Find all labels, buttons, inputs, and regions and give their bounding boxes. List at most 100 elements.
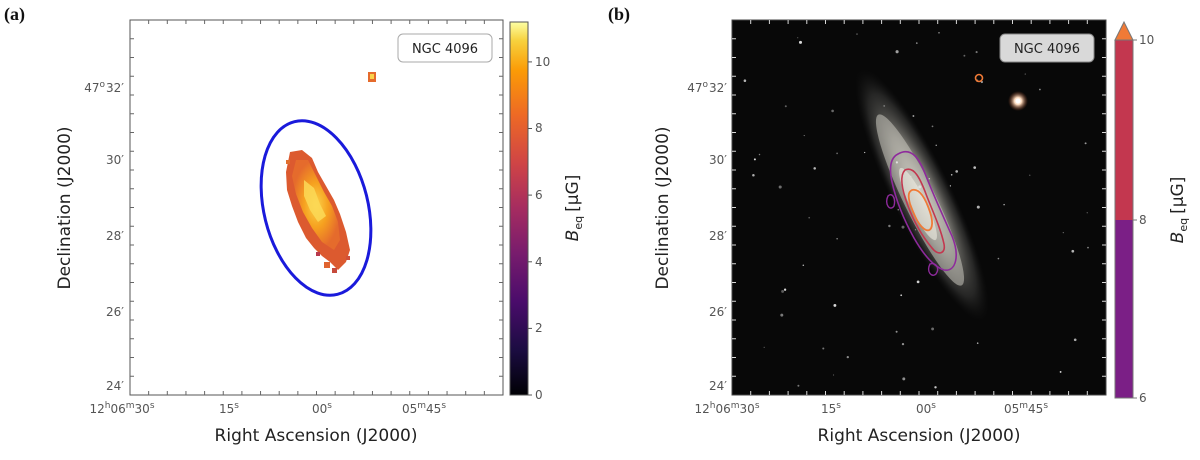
panel-b-x-ticks: 12h06m30s 15s 00s 05m45s: [694, 401, 1048, 416]
bfield-map: [286, 72, 376, 273]
panel-label-b: (b): [608, 4, 630, 25]
x-tick-a-1: 15s: [219, 401, 239, 416]
bfield-contours: [885, 151, 957, 276]
field-star: [888, 224, 891, 228]
field-star: [752, 174, 755, 177]
field-star: [780, 313, 784, 317]
region-ellipse: [259, 119, 373, 297]
panel-a-y-ticks: 47o32′ 30′ 28′ 26′ 24′: [84, 80, 124, 393]
x-tick-b-1: 15s: [821, 401, 841, 416]
field-star: [813, 167, 816, 170]
colorbar-b-level-8-10: [1115, 40, 1133, 220]
field-star: [928, 178, 930, 180]
panel-label-a: (a): [4, 4, 25, 25]
field-star: [918, 185, 922, 189]
field-star: [912, 115, 915, 117]
field-star: [1003, 203, 1005, 206]
field-star: [895, 50, 899, 54]
colorbar-a-tick-marks: [528, 61, 532, 396]
field-star: [758, 153, 761, 156]
panel-a-plot: NGC 4096 47o32′ 30′ 28′ 26′ 24′ 12h06m30…: [55, 19, 504, 446]
field-star: [856, 33, 858, 35]
object-label-a: NGC 4096: [412, 42, 478, 57]
field-star: [1086, 212, 1088, 214]
colorbar-b-tick-6: 6: [1139, 391, 1147, 405]
colorbar-b-extend-arrow: [1114, 20, 1134, 41]
x-axis-label-a: Right Ascension (J2000): [215, 426, 418, 446]
colorbar-a-tick-1: 2: [535, 321, 543, 335]
field-star: [797, 37, 799, 39]
panel-b-y-ticks: 47o32′ 30′ 28′ 26′ 24′: [687, 80, 727, 393]
field-star: [1024, 73, 1026, 75]
field-star: [934, 386, 937, 389]
field-star: [916, 280, 920, 284]
x-axis-label-b: Right Ascension (J2000): [818, 426, 1021, 446]
field-star: [1029, 174, 1031, 176]
colorbar-b: 10 8 6 Beq[µG]: [1114, 20, 1190, 405]
field-star: [836, 238, 838, 240]
point-source-contour: [974, 73, 984, 83]
field-star: [900, 294, 903, 297]
y-tick-a-1: 30′: [106, 153, 124, 167]
field-star: [949, 185, 952, 187]
colorbar-a-tick-0: 0: [535, 388, 543, 402]
field-star: [997, 257, 1000, 260]
colorbar-a-gradient: [509, 21, 529, 396]
colorbar-a-tick-5: 10: [535, 55, 550, 69]
field-star: [763, 346, 765, 348]
y-tick-a-4: 24′: [106, 379, 124, 393]
field-star: [1062, 232, 1064, 234]
field-stars: [743, 31, 1089, 389]
field-star: [831, 109, 834, 113]
field-star: [778, 185, 782, 189]
field-star: [864, 151, 866, 154]
field-star: [901, 225, 905, 229]
field-star: [753, 158, 756, 161]
field-star: [781, 289, 785, 293]
field-star: [846, 355, 849, 359]
field-star: [743, 79, 747, 82]
y-tick-b-1: 30′: [709, 153, 727, 167]
panel-b-plot: NGC 4096 47o32′ 30′ 28′ 26′ 24′ 12h06m30…: [653, 19, 1107, 446]
field-star: [1073, 338, 1077, 342]
y-axis-label-b: Declination (J2000): [653, 126, 673, 289]
field-star: [808, 216, 811, 219]
x-tick-a-0: 12h06m30s: [89, 401, 154, 416]
y-tick-b-3: 26′: [709, 305, 727, 319]
panel-a-x-ticks: 12h06m30s 15s 00s 05m45s: [89, 401, 446, 416]
field-star: [901, 342, 905, 346]
field-star: [895, 161, 898, 164]
panel-a-minor-ticks: [130, 20, 503, 395]
y-tick-b-2: 28′: [709, 229, 727, 243]
bright-star-core: [1015, 98, 1021, 104]
y-tick-a-0: 47o32′: [84, 80, 124, 95]
field-star: [973, 166, 977, 169]
field-star: [797, 384, 800, 387]
y-axis-label-a: Declination (J2000): [55, 126, 75, 289]
x-tick-b-2: 00s: [916, 401, 936, 416]
field-star: [883, 104, 886, 107]
field-star: [963, 54, 966, 57]
x-tick-a-2: 00s: [312, 401, 332, 416]
field-star: [897, 209, 899, 211]
colorbar-a-tick-3: 6: [535, 188, 543, 202]
field-star: [975, 51, 978, 54]
panel-b-minor-ticks: [732, 20, 1106, 395]
field-star: [976, 342, 979, 344]
field-star: [938, 31, 940, 34]
y-tick-a-2: 28′: [106, 229, 124, 243]
field-star: [931, 327, 935, 331]
colorbar-a-tick-2: 4: [535, 255, 543, 269]
colorbar-b-tick-10: 10: [1139, 33, 1154, 47]
field-star: [915, 42, 918, 44]
y-tick-b-4: 24′: [709, 379, 727, 393]
colorbar-b-tick-marks: [1133, 39, 1137, 399]
field-star: [833, 374, 835, 376]
field-star: [895, 330, 898, 333]
field-star: [836, 152, 838, 155]
field-star: [803, 135, 805, 137]
field-star: [950, 173, 953, 176]
field-star: [1059, 370, 1062, 373]
colorbar-b-tick-8: 8: [1139, 213, 1147, 227]
